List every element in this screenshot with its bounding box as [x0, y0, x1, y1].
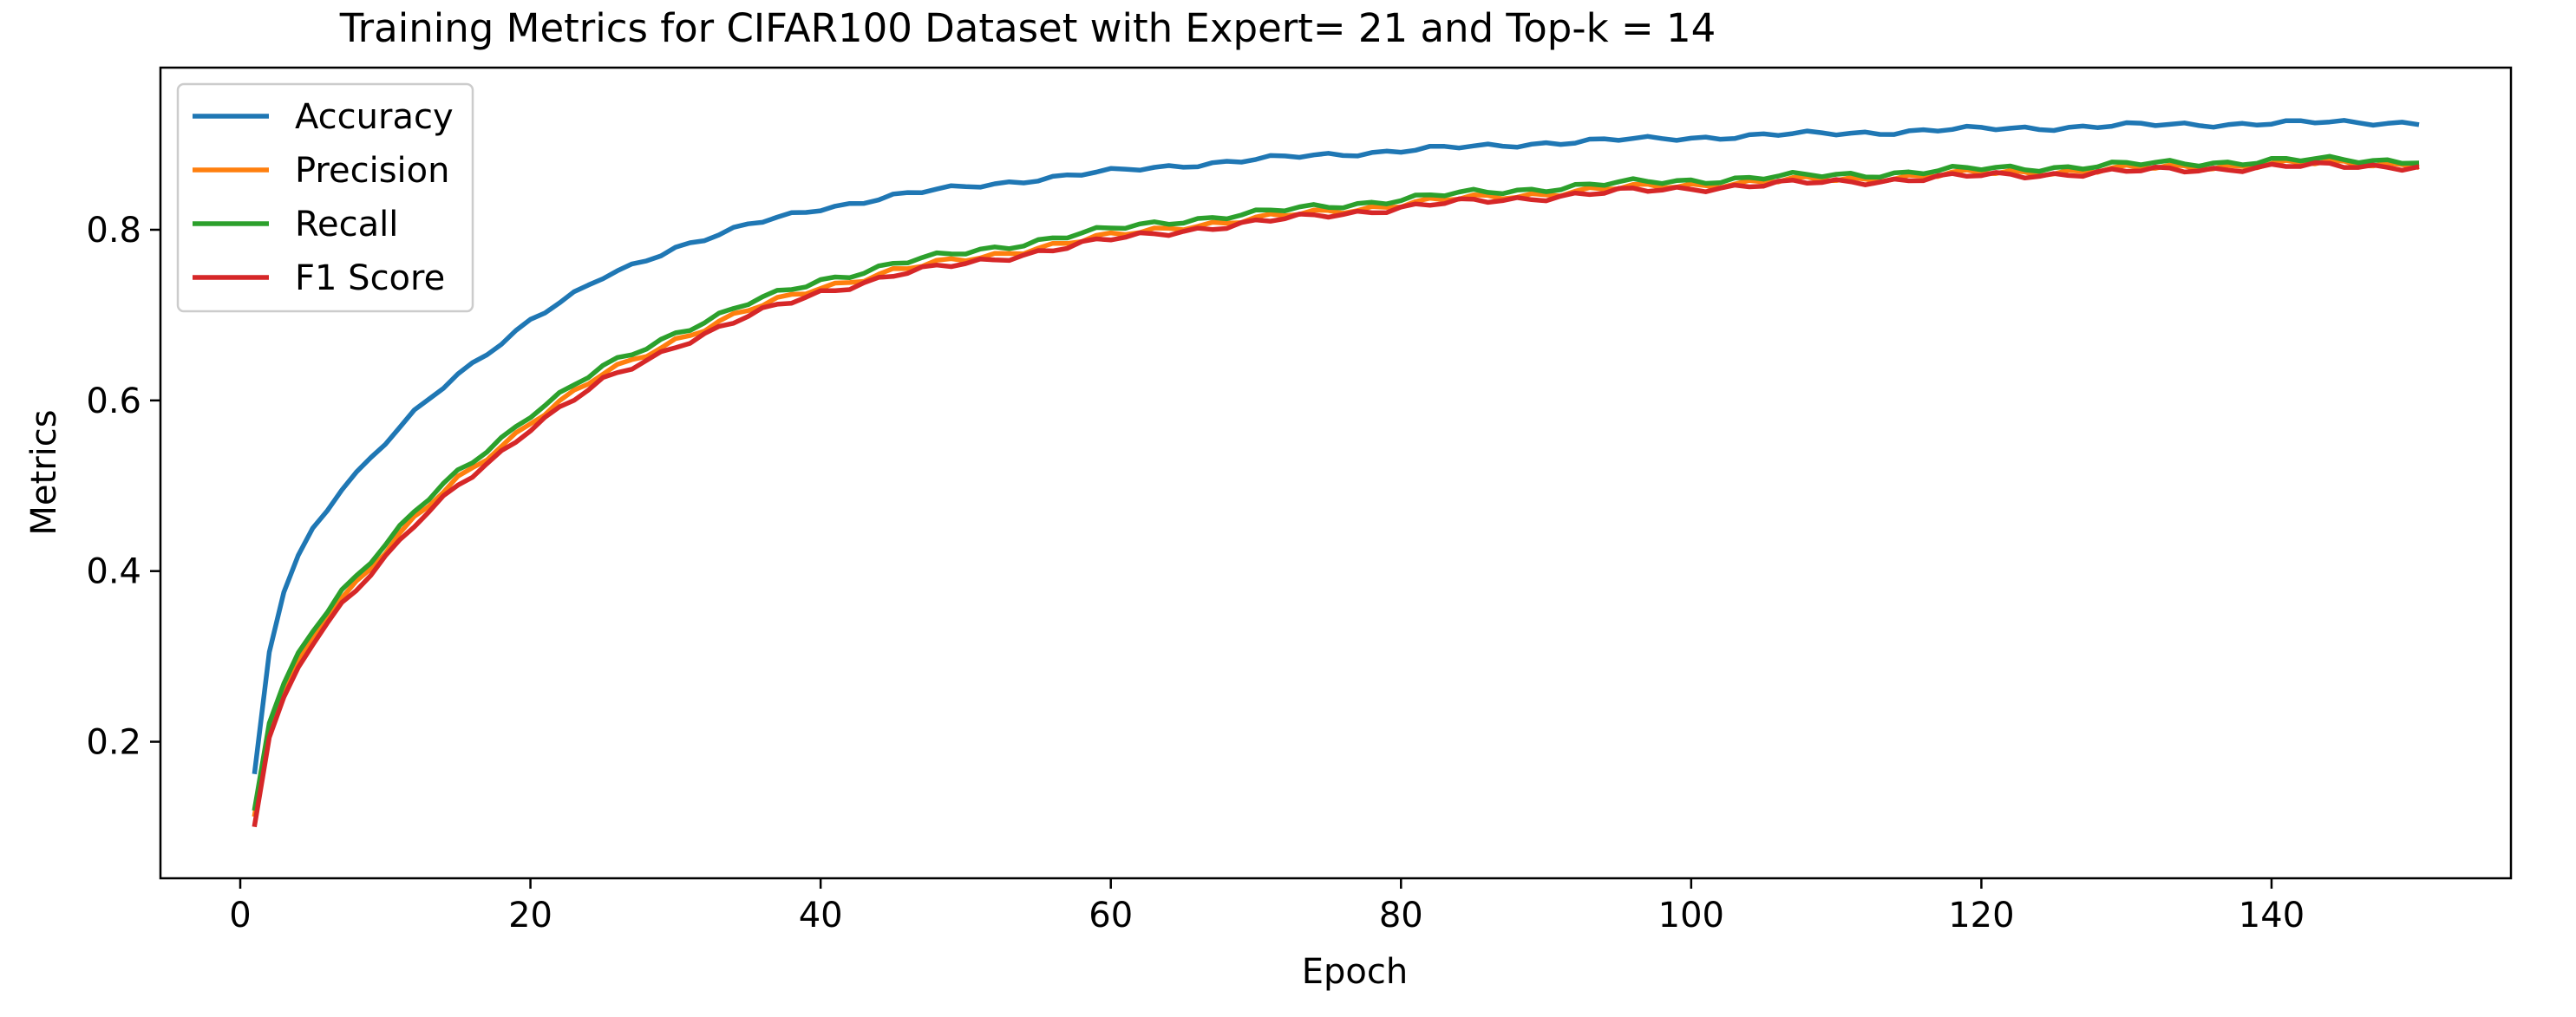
- legend-label: Precision: [295, 151, 449, 191]
- x-tick-label: 140: [2239, 896, 2305, 936]
- y-tick-label: 0.2: [86, 723, 141, 763]
- y-tick-label: 0.4: [86, 552, 141, 592]
- chart-title: Training Metrics for CIFAR100 Dataset wi…: [339, 5, 1716, 51]
- series-line-recall: [252, 153, 2420, 812]
- series-line-f1-score: [252, 160, 2420, 828]
- legend-box: [176, 82, 474, 313]
- x-tick-label: 120: [1948, 896, 2014, 936]
- series-line-precision: [252, 158, 2420, 818]
- y-axis-ticks: 0.2 0.4 0.6 0.8: [86, 211, 160, 763]
- series-line-accuracy: [252, 118, 2420, 775]
- y-tick-label: 0.6: [86, 381, 141, 421]
- x-tick-label: 40: [799, 896, 843, 936]
- x-tick-label: 100: [1658, 896, 1724, 936]
- x-tick-label: 80: [1379, 896, 1423, 936]
- x-tick-label: 60: [1089, 896, 1133, 936]
- legend-label: Recall: [295, 205, 398, 244]
- plot-frame: [159, 66, 2513, 880]
- legend-label: Accuracy: [295, 97, 454, 137]
- series-layer: [252, 118, 2420, 828]
- x-tick-label: 0: [229, 896, 251, 936]
- y-tick-label: 0.8: [86, 211, 141, 251]
- x-tick-label: 20: [508, 896, 552, 936]
- legend-label: F1 Score: [295, 258, 445, 298]
- legend: Accuracy Precision Recall F1 Score: [176, 82, 474, 313]
- y-axis-label: Metrics: [24, 409, 64, 535]
- x-axis-label: Epoch: [1302, 952, 1408, 992]
- x-axis-ticks: 0 20 40 60 80 100 120 140: [229, 878, 2305, 936]
